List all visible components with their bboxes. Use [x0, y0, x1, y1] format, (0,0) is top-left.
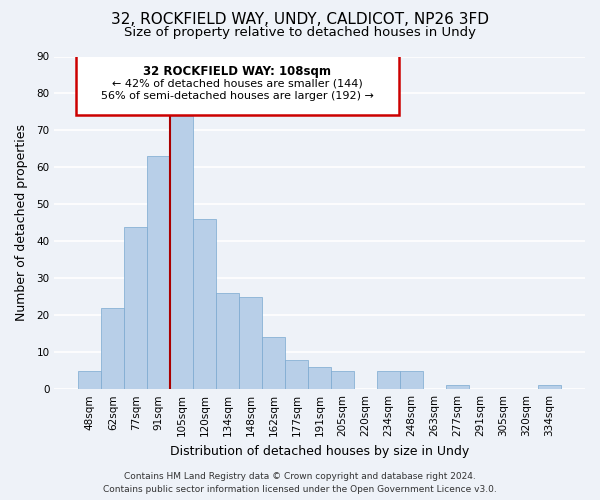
Bar: [216, 293, 239, 389]
Bar: [446, 386, 469, 389]
Bar: [101, 308, 124, 389]
Text: Contains HM Land Registry data © Crown copyright and database right 2024.
Contai: Contains HM Land Registry data © Crown c…: [103, 472, 497, 494]
Text: Size of property relative to detached houses in Undy: Size of property relative to detached ho…: [124, 26, 476, 39]
Bar: [538, 386, 561, 389]
Bar: [239, 297, 262, 389]
Bar: [79, 370, 101, 389]
Bar: [170, 116, 193, 389]
FancyBboxPatch shape: [76, 46, 399, 114]
Bar: [308, 367, 331, 389]
Bar: [400, 370, 423, 389]
Text: 32, ROCKFIELD WAY, UNDY, CALDICOT, NP26 3FD: 32, ROCKFIELD WAY, UNDY, CALDICOT, NP26 …: [111, 12, 489, 28]
Bar: [193, 219, 216, 389]
Bar: [377, 370, 400, 389]
Bar: [148, 156, 170, 389]
Text: ← 42% of detached houses are smaller (144): ← 42% of detached houses are smaller (14…: [112, 78, 363, 88]
Text: 56% of semi-detached houses are larger (192) →: 56% of semi-detached houses are larger (…: [101, 92, 374, 102]
Bar: [285, 360, 308, 389]
X-axis label: Distribution of detached houses by size in Undy: Distribution of detached houses by size …: [170, 444, 469, 458]
Bar: [331, 370, 354, 389]
Text: 32 ROCKFIELD WAY: 108sqm: 32 ROCKFIELD WAY: 108sqm: [143, 65, 331, 78]
Y-axis label: Number of detached properties: Number of detached properties: [15, 124, 28, 322]
Bar: [124, 226, 148, 389]
Bar: [262, 338, 285, 389]
